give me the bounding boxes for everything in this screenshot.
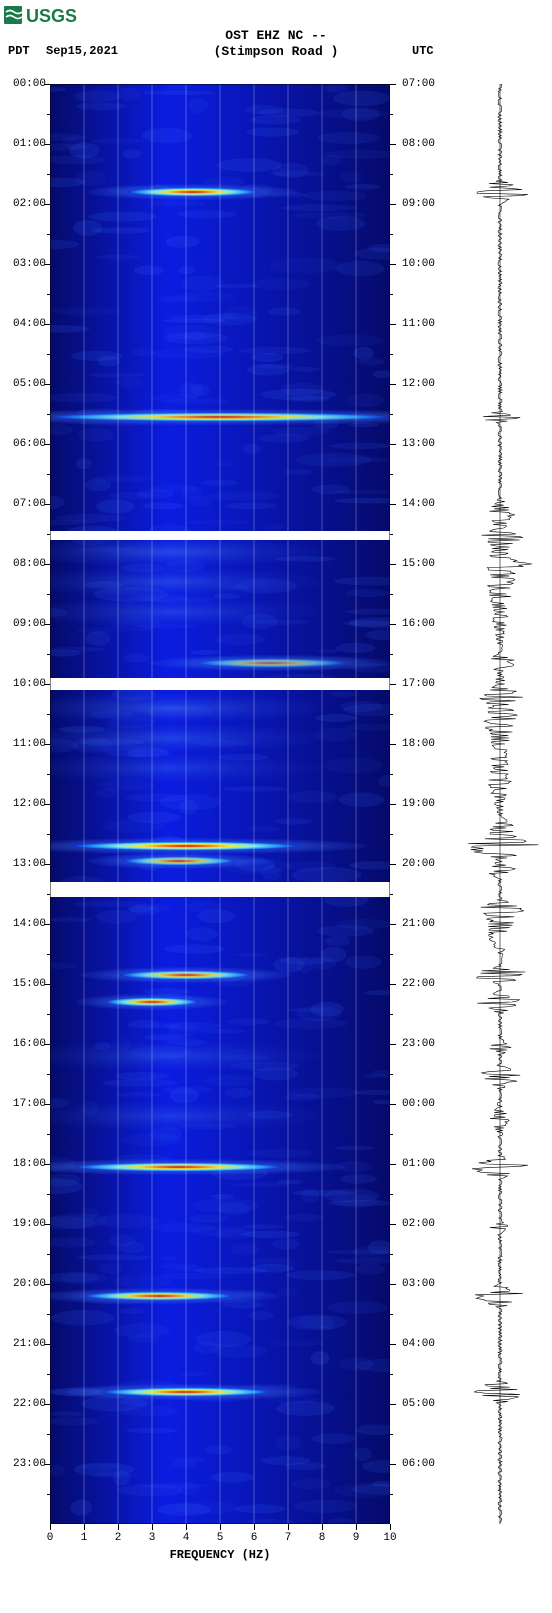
spectrogram-svg [50,84,390,1524]
y-right-tick: 22:00 [402,978,450,990]
y-right-tick: 19:00 [402,798,450,810]
x-tick: 3 [149,1532,156,1544]
x-tick: 10 [383,1532,396,1544]
x-tick: 1 [81,1532,88,1544]
seismogram-svg [455,84,545,1524]
y-axis-left-pdt: 00:0001:0002:0003:0004:0005:0006:0007:00… [0,84,50,1524]
y-left-tick: 20:00 [0,1278,46,1290]
y-left-tick: 23:00 [0,1458,46,1470]
y-right-tick: 09:00 [402,198,450,210]
y-right-tick: 03:00 [402,1278,450,1290]
y-right-tick: 08:00 [402,138,450,150]
y-right-tick: 18:00 [402,738,450,750]
date-label: Sep15,2021 [46,44,118,58]
x-tick: 8 [319,1532,326,1544]
y-left-tick: 02:00 [0,198,46,210]
y-left-tick: 06:00 [0,438,46,450]
x-tick: 6 [251,1532,258,1544]
y-left-tick: 16:00 [0,1038,46,1050]
y-left-tick: 21:00 [0,1338,46,1350]
usgs-logo: USGS [4,4,94,30]
y-left-tick: 05:00 [0,378,46,390]
y-axis-right-utc: 07:0008:0009:0010:0011:0012:0013:0014:00… [390,84,450,1524]
timezone-right-label: UTC [412,44,434,58]
y-right-tick: 15:00 [402,558,450,570]
y-left-tick: 18:00 [0,1158,46,1170]
y-left-tick: 03:00 [0,258,46,270]
x-tick: 4 [183,1532,190,1544]
y-right-tick: 07:00 [402,78,450,90]
y-left-tick: 22:00 [0,1398,46,1410]
x-tick: 9 [353,1532,360,1544]
y-right-tick: 05:00 [402,1398,450,1410]
timezone-left-label: PDT [8,44,30,58]
seismogram-trace [455,84,545,1524]
y-right-tick: 13:00 [402,438,450,450]
y-right-tick: 02:00 [402,1218,450,1230]
chart-title-line1: OST EHZ NC -- [0,28,552,43]
y-left-tick: 10:00 [0,678,46,690]
spectrogram-page: USGS OST EHZ NC -- (Stimpson Road ) PDT … [0,0,552,1613]
y-right-tick: 23:00 [402,1038,450,1050]
y-right-tick: 11:00 [402,318,450,330]
y-left-tick: 14:00 [0,918,46,930]
spectrogram-plot [50,84,390,1524]
y-right-tick: 06:00 [402,1458,450,1470]
y-left-tick: 15:00 [0,978,46,990]
y-right-tick: 01:00 [402,1158,450,1170]
y-right-tick: 04:00 [402,1338,450,1350]
y-left-tick: 12:00 [0,798,46,810]
y-left-tick: 17:00 [0,1098,46,1110]
y-left-tick: 08:00 [0,558,46,570]
y-left-tick: 09:00 [0,618,46,630]
x-tick: 2 [115,1532,122,1544]
y-left-tick: 13:00 [0,858,46,870]
x-tick: 0 [47,1532,54,1544]
usgs-logo-text: USGS [26,6,77,26]
y-left-tick: 01:00 [0,138,46,150]
y-right-tick: 12:00 [402,378,450,390]
y-right-tick: 10:00 [402,258,450,270]
x-axis-label: FREQUENCY (HZ) [50,1548,390,1562]
y-left-tick: 11:00 [0,738,46,750]
x-tick: 5 [217,1532,224,1544]
y-right-tick: 00:00 [402,1098,450,1110]
y-right-tick: 14:00 [402,498,450,510]
y-left-tick: 00:00 [0,78,46,90]
y-right-tick: 17:00 [402,678,450,690]
y-right-tick: 20:00 [402,858,450,870]
y-right-tick: 21:00 [402,918,450,930]
y-right-tick: 16:00 [402,618,450,630]
y-left-tick: 07:00 [0,498,46,510]
y-left-tick: 04:00 [0,318,46,330]
x-tick: 7 [285,1532,292,1544]
y-left-tick: 19:00 [0,1218,46,1230]
